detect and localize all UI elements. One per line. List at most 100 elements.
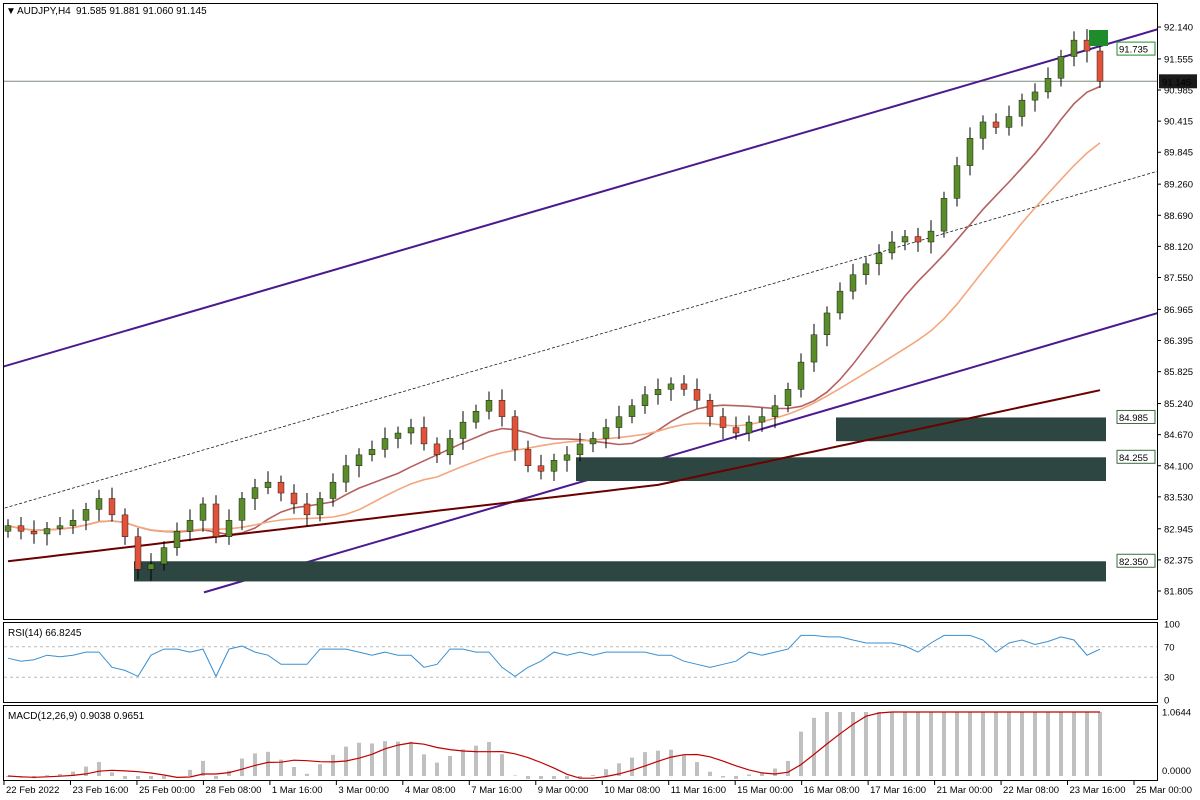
macd-histogram-bar bbox=[448, 755, 452, 776]
rsi-tick-label: 30 bbox=[1164, 673, 1175, 684]
candle-body bbox=[576, 443, 584, 456]
macd-histogram-bar bbox=[162, 776, 166, 780]
candle-body bbox=[264, 481, 272, 488]
symbol-label: AUDJPY,H4 bbox=[17, 6, 71, 17]
price-tick-label: 82.945 bbox=[1164, 524, 1193, 535]
macd-histogram-bar bbox=[370, 743, 374, 776]
macd-histogram-bar bbox=[526, 776, 530, 780]
candle-body bbox=[433, 443, 441, 456]
time-tick-label: 11 Mar 16:00 bbox=[671, 785, 726, 796]
price-axis: 92.140 91.555 90.985 90.415 89.845 89.260 88.6… bbox=[1157, 23, 1197, 598]
rsi-line bbox=[7, 634, 1101, 678]
macd-histogram-bar bbox=[84, 766, 88, 776]
zone-label: 84.985 bbox=[1119, 413, 1148, 424]
candle-body bbox=[446, 438, 454, 456]
macd-histogram-bar bbox=[279, 759, 283, 776]
candle-body bbox=[147, 563, 155, 570]
macd-histogram-bar bbox=[188, 769, 192, 776]
macd-histogram-bar bbox=[513, 775, 517, 776]
price-tick-label: 88.120 bbox=[1164, 242, 1193, 253]
candle-body bbox=[290, 492, 298, 505]
time-tick-label: 23 Mar 16:00 bbox=[1070, 785, 1126, 796]
candle-body bbox=[966, 138, 974, 166]
macd-histogram-bar bbox=[1085, 712, 1089, 776]
candle-body bbox=[836, 290, 844, 314]
macd-histogram-bar bbox=[1046, 712, 1050, 776]
candle-body bbox=[56, 525, 64, 529]
price-tick-label: 81.805 bbox=[1164, 587, 1193, 598]
macd-histogram-bar bbox=[45, 775, 49, 776]
macd-histogram-bar bbox=[383, 741, 387, 776]
candle-body bbox=[199, 503, 207, 521]
marked-price-box bbox=[1116, 41, 1156, 56]
macd-histogram-bar bbox=[409, 741, 413, 776]
rsi-panel-frame bbox=[3, 622, 1158, 703]
candle-body bbox=[511, 416, 519, 450]
candle-body bbox=[745, 421, 753, 434]
time-tick-label: 16 Mar 08:00 bbox=[804, 785, 860, 796]
macd-histogram-bar bbox=[942, 712, 946, 776]
candle-body bbox=[1044, 78, 1052, 93]
candle-body bbox=[641, 394, 649, 406]
macd-histogram-bar bbox=[838, 712, 842, 776]
candle-body bbox=[1031, 91, 1039, 101]
macd-histogram-bar bbox=[812, 717, 816, 776]
candle-body bbox=[888, 241, 896, 254]
candle-body bbox=[589, 438, 597, 445]
macd-histogram-bar bbox=[240, 758, 244, 776]
candle-body bbox=[732, 427, 740, 434]
price-tick-label: 87.550 bbox=[1164, 273, 1193, 284]
candle-body bbox=[1018, 99, 1026, 117]
candle-body bbox=[342, 465, 350, 483]
candle-body bbox=[329, 481, 337, 499]
current-price-label: 91.145 bbox=[1162, 77, 1191, 88]
macd-histogram-bar bbox=[734, 776, 738, 780]
macd-histogram-bar bbox=[981, 712, 985, 776]
time-tick-label: 3 Mar 00:00 bbox=[338, 785, 389, 796]
candle-body bbox=[368, 449, 376, 456]
candle-body bbox=[394, 432, 402, 439]
macd-histogram-bar bbox=[578, 776, 582, 778]
macd-histogram-bar bbox=[877, 712, 881, 776]
price-tick-label: 84.670 bbox=[1164, 430, 1193, 441]
macd-title: MACD(12,26,9) 0.9038 0.9651 bbox=[8, 711, 145, 722]
candle-body bbox=[953, 165, 961, 199]
candle-body bbox=[134, 536, 142, 570]
macd-histogram-bar bbox=[71, 771, 75, 776]
candle-body bbox=[563, 454, 571, 461]
candle-body bbox=[121, 514, 129, 537]
macd-histogram-bar bbox=[630, 757, 634, 776]
macd-histogram-bar bbox=[721, 776, 725, 778]
candle-body bbox=[381, 438, 389, 450]
candle-body bbox=[1057, 56, 1065, 79]
macd-histogram-bar bbox=[656, 750, 660, 776]
candle-body bbox=[706, 400, 714, 417]
macd-histogram-bar bbox=[1020, 712, 1024, 776]
candle-body bbox=[862, 263, 870, 275]
price-panel-frame bbox=[3, 3, 1158, 620]
candle-body bbox=[1070, 39, 1078, 57]
candle-body bbox=[979, 121, 987, 139]
macd-histogram-bar bbox=[695, 762, 699, 776]
price-tick-label: 85.825 bbox=[1164, 367, 1193, 378]
rsi-layer: 100 70 30 0 bbox=[4, 620, 1180, 707]
macd-histogram-bar bbox=[1033, 712, 1037, 776]
candle-body bbox=[628, 405, 636, 417]
time-tick-label: 15 Mar 00:00 bbox=[737, 785, 793, 796]
macd-layer: 1.0644 0.0000 bbox=[6, 708, 1191, 780]
time-tick-label: 1 Mar 16:00 bbox=[272, 785, 323, 796]
macd-histogram-bar bbox=[539, 776, 543, 780]
candle-body bbox=[420, 427, 428, 445]
candle-body bbox=[4, 525, 12, 532]
macd-histogram-bar bbox=[747, 774, 751, 776]
price-tick-label: 91.555 bbox=[1164, 54, 1193, 65]
candle-body bbox=[823, 312, 831, 335]
candle-body bbox=[524, 449, 532, 466]
time-tick-label: 25 Feb 00:00 bbox=[139, 785, 195, 796]
candle-body bbox=[875, 252, 883, 265]
candle-body bbox=[69, 520, 77, 526]
price-tick-label: 89.845 bbox=[1164, 148, 1193, 159]
chart-header-icon[interactable]: ▼ bbox=[6, 6, 16, 17]
candle-body bbox=[849, 274, 857, 292]
